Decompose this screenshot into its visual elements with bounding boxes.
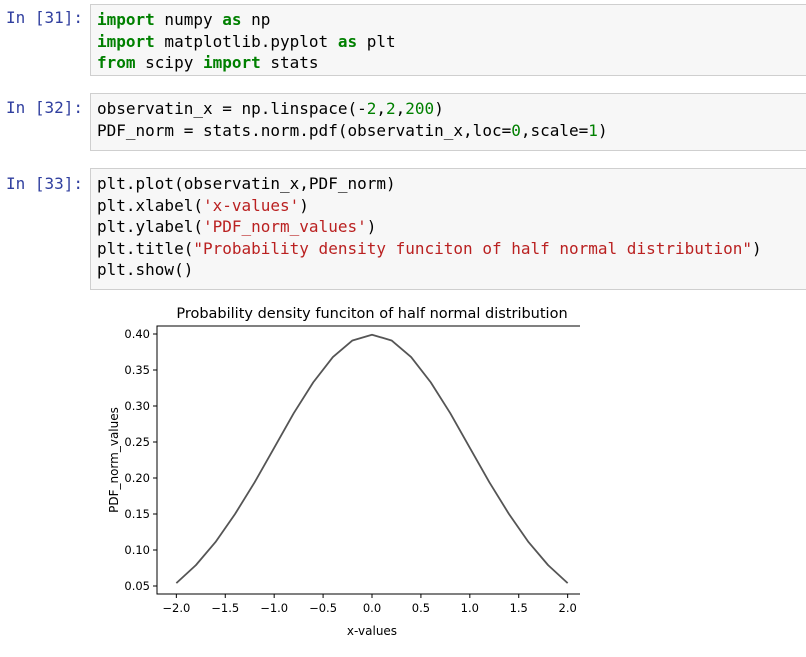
code-token: 200 [405,99,435,118]
code-token: plt.show() [97,260,194,279]
code-input-area[interactable]: import numpy as np import matplotlib.pypl… [90,4,806,76]
x-tick-label: 1.5 [510,601,528,615]
code-token: , [376,99,386,118]
code-token: np [241,10,271,29]
code-input-area[interactable]: plt.plot(observatin_x,PDF_norm) plt.xlabe… [90,168,806,290]
x-tick-label: −1.5 [211,601,239,615]
line-chart: Probability density funciton of half nor… [107,306,588,638]
code-token: from [97,53,136,72]
x-tick-label: 2.0 [559,601,577,615]
x-tick-label: −2.0 [162,601,190,615]
code-token: plt.ylabel( [97,217,203,236]
y-tick-label: 0.15 [124,507,150,521]
y-tick-label: 0.05 [124,579,150,593]
x-tick-label: 0.5 [412,601,430,615]
code-cell-32[interactable]: In [32]: observatin_x = np.linspace(-2,2… [0,93,806,151]
code-line: plt.title("Probability density funciton … [97,238,800,260]
cell-prompt: In [33]: [6,174,84,193]
cell-prompt: In [32]: [6,98,84,117]
code-block: observatin_x = np.linspace(-2,2,200) PDF_… [97,98,800,141]
code-token: numpy [154,10,223,29]
y-tick-label: 0.20 [124,471,150,485]
code-token: ) [299,195,309,215]
code-token: as [337,31,358,51]
code-token: plt.title( [97,238,194,258]
code-token: scipy [135,53,203,72]
code-token: 1 [588,120,598,140]
x-tick-label: −1.0 [260,601,288,615]
code-line: import numpy as np [97,9,800,31]
x-axis-label: x-values [347,624,397,638]
chart-title: Probability density funciton of half nor… [176,306,567,322]
x-tick-label: −0.5 [309,601,337,615]
x-tick-label: 0.0 [363,601,381,615]
code-line: import matplotlib.pyplot as plt [97,31,800,53]
y-tick-label: 0.40 [124,327,150,341]
code-line: from scipy import stats [97,52,800,74]
code-line: PDF_norm = stats.norm.pdf(observatin_x,l… [97,120,800,142]
code-token: ) [597,120,608,140]
series-group [175,333,569,584]
code-line: plt.plot(observatin_x,PDF_norm) [97,173,800,195]
code-line: plt.show() [97,259,800,281]
code-token: stats [260,53,319,72]
code-token: ) [366,217,377,236]
code-cell-31[interactable]: In [31]: import numpy as np import matplo… [0,4,806,76]
code-token: as [222,10,242,29]
cell-prompt: In [31]: [6,8,84,27]
code-token: plt [357,31,396,51]
code-token: import [202,53,261,72]
code-line: plt.xlabel('x-values') [97,195,800,217]
code-token: ) [434,99,444,118]
code-token: ,scale= [520,120,589,140]
code-token: matplotlib.pyplot [154,31,338,51]
y-axis-label: PDF_norm_values [107,407,121,513]
y-axis: 0.05 0.10 0.15 0.20 0.25 0.30 0.35 0.40 [124,327,157,593]
code-token: 0 [511,120,521,140]
code-token: observatin_x = np.linspace(- [97,99,367,118]
code-line: observatin_x = np.linspace(-2,2,200) [97,98,800,120]
code-cell-33[interactable]: In [33]: plt.plot(observatin_x,PDF_norm)… [0,168,806,290]
x-tick-label: 1.0 [461,601,479,615]
code-token: import [97,10,155,29]
code-token: 2 [386,99,396,118]
plot-area [156,325,588,595]
code-input-area[interactable]: observatin_x = np.linspace(-2,2,200) PDF_… [90,93,806,151]
code-block: plt.plot(observatin_x,PDF_norm) plt.xlabe… [97,173,800,281]
y-tick-label: 0.30 [124,399,150,413]
code-token: 'PDF_norm_values' [202,217,367,236]
cell-output-plot: Probability density funciton of half nor… [90,296,588,646]
series-line [175,333,569,584]
y-tick-label: 0.35 [124,363,150,377]
code-token: , [395,99,406,118]
code-line: plt.ylabel('PDF_norm_values') [97,216,800,238]
x-axis: −2.0 −1.5 −1.0 −0.5 0.0 0.5 1.0 1.5 2.0 [162,594,577,615]
code-token: plt.xlabel( [97,195,203,215]
code-token: plt.plot(observatin_x,PDF_norm) [97,174,396,193]
code-token: import [97,31,155,51]
code-token: ) [752,238,762,258]
code-token: PDF_norm = stats.norm.pdf(observatin_x,l… [97,120,512,140]
y-tick-label: 0.25 [124,435,150,449]
y-tick-label: 0.10 [124,543,150,557]
code-token: "Probability density funciton of half no… [193,238,753,258]
code-token: 'x-values' [202,195,300,215]
code-block: import numpy as np import matplotlib.pypl… [97,9,800,74]
code-token: 2 [366,99,377,118]
